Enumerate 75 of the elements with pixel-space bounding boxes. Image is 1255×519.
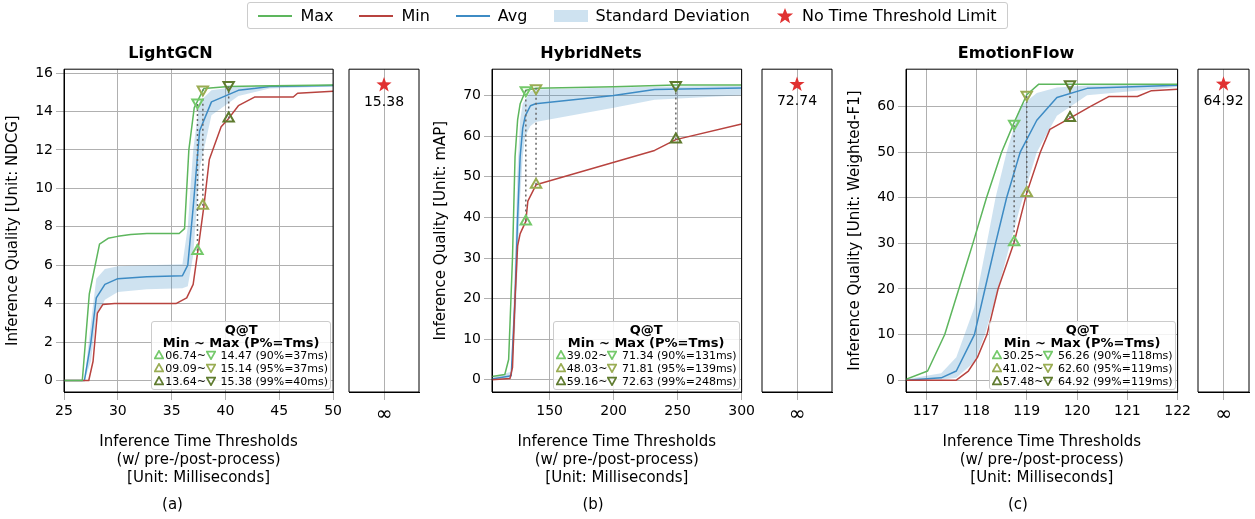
x-tick-label: ∞: [788, 401, 806, 426]
y-axis-title: Inference Quality [Unit: Weighted-F1]: [844, 90, 863, 371]
text: 57.48~ 64.92 (99%=119ms): [1002, 375, 1173, 388]
x-tick-label: 118: [963, 402, 990, 419]
y-tick-label: 0: [44, 371, 53, 388]
y-tick-label: 16: [35, 63, 54, 80]
x-tick-label: 30: [108, 402, 127, 419]
text: (b): [581, 495, 605, 513]
chart-title: HybridNets: [540, 42, 642, 62]
text: 13.64~ 15.38 (99%=40ms): [165, 375, 329, 388]
chart-title: LightGCN: [128, 42, 213, 62]
y-tick-label: 6: [44, 255, 54, 272]
x-tick-label: 122: [1164, 402, 1192, 419]
y-tick-label: 30: [877, 234, 895, 251]
data-label: 72.74: [776, 92, 818, 109]
y-tick-label: 12: [35, 140, 53, 157]
x-tick-label: 121: [1113, 402, 1141, 419]
x-axis-title: Inference Time Thresholds (w/ pre-/post-process) [Unit: Milliseconds]: [99, 431, 298, 486]
y-tick-label: 30: [463, 248, 481, 265]
x-tick-label: 35: [162, 402, 181, 419]
x-tick-label: 250: [664, 402, 691, 419]
text: 48.03~ 71.81 (95%=139ms): [566, 362, 737, 375]
x-tick-label: 150: [536, 402, 563, 419]
text: 41.02~ 62.60 (95%=119ms): [1002, 362, 1173, 375]
x-tick-label: 200: [600, 402, 627, 419]
legend-label: Avg: [496, 6, 528, 25]
x-tick-label: 300: [728, 402, 756, 419]
y-tick-label: 20: [877, 279, 895, 296]
text: Standard Deviation: [594, 6, 750, 25]
legend-label: No Time Threshold Limit: [800, 6, 997, 25]
y-tick-label: 40: [463, 208, 481, 225]
y-tick-label: 10: [463, 329, 481, 346]
x-tick-label: 117: [912, 402, 940, 419]
x-tick-label: 40: [216, 402, 235, 419]
text: 30.25~ 56.26 (90%=118ms): [1002, 349, 1173, 362]
legend-label: Min: [400, 6, 430, 25]
x-tick-label: ∞: [1215, 401, 1232, 426]
y-tick-label: 40: [877, 188, 895, 205]
text: 39.02~ 71.34 (90%=131ms): [566, 349, 737, 362]
data-label: 15.38: [363, 92, 405, 109]
text: 09.09~ 15.14 (95%=37ms): [165, 362, 329, 375]
data-label: 64.92: [1203, 91, 1244, 108]
x-tick-label: 45: [270, 402, 289, 419]
y-tick-label: 60: [463, 126, 481, 143]
y-tick-label: 50: [877, 142, 895, 159]
x-tick-label: ∞: [375, 401, 393, 426]
x-tick-label: 119: [1013, 402, 1041, 419]
y-tick-label: 0: [886, 370, 895, 387]
chart-title: EmotionFlow: [957, 42, 1075, 62]
y-tick-label: 10: [877, 325, 895, 342]
text: (a): [161, 495, 184, 513]
y-tick-label: 10: [35, 178, 53, 195]
x-tick-label: 50: [324, 402, 343, 419]
y-tick-label: 60: [877, 97, 895, 114]
y-tick-label: 70: [463, 86, 481, 103]
y-tick-label: 2: [44, 332, 53, 349]
legend-title: Q@T Min ~ Max (P%=Tms): [566, 322, 726, 350]
x-tick-label: 120: [1063, 402, 1091, 419]
text: 59.16~ 72.63 (99%=248ms): [566, 375, 737, 388]
y-axis-title: Inference Quality [Unit: mAP]: [430, 120, 449, 341]
text: (c): [1007, 495, 1029, 513]
x-tick-label: 25: [55, 402, 73, 419]
y-tick-label: 14: [35, 102, 54, 119]
legend-title: Q@T Min ~ Max (P%=Tms): [1002, 322, 1162, 350]
y-tick-label: 0: [472, 370, 481, 387]
x-axis-title: Inference Time Thresholds (w/ pre-/post-process) [Unit: Milliseconds]: [942, 431, 1142, 486]
y-tick-label: 4: [44, 294, 54, 311]
y-tick-label: 20: [463, 289, 481, 306]
y-axis-title: Inference Quality [Unit: NDCG]: [2, 115, 21, 346]
y-tick-label: 8: [44, 217, 53, 234]
text: 06.74~ 14.47 (90%=37ms): [165, 349, 329, 362]
legend-label: Max: [299, 6, 334, 25]
legend-title: Q@T Min ~ Max (P%=Tms): [161, 322, 321, 350]
y-tick-label: 50: [463, 167, 481, 184]
x-axis-title: Inference Time Thresholds (w/ pre-/post-process) [Unit: Milliseconds]: [517, 431, 717, 486]
